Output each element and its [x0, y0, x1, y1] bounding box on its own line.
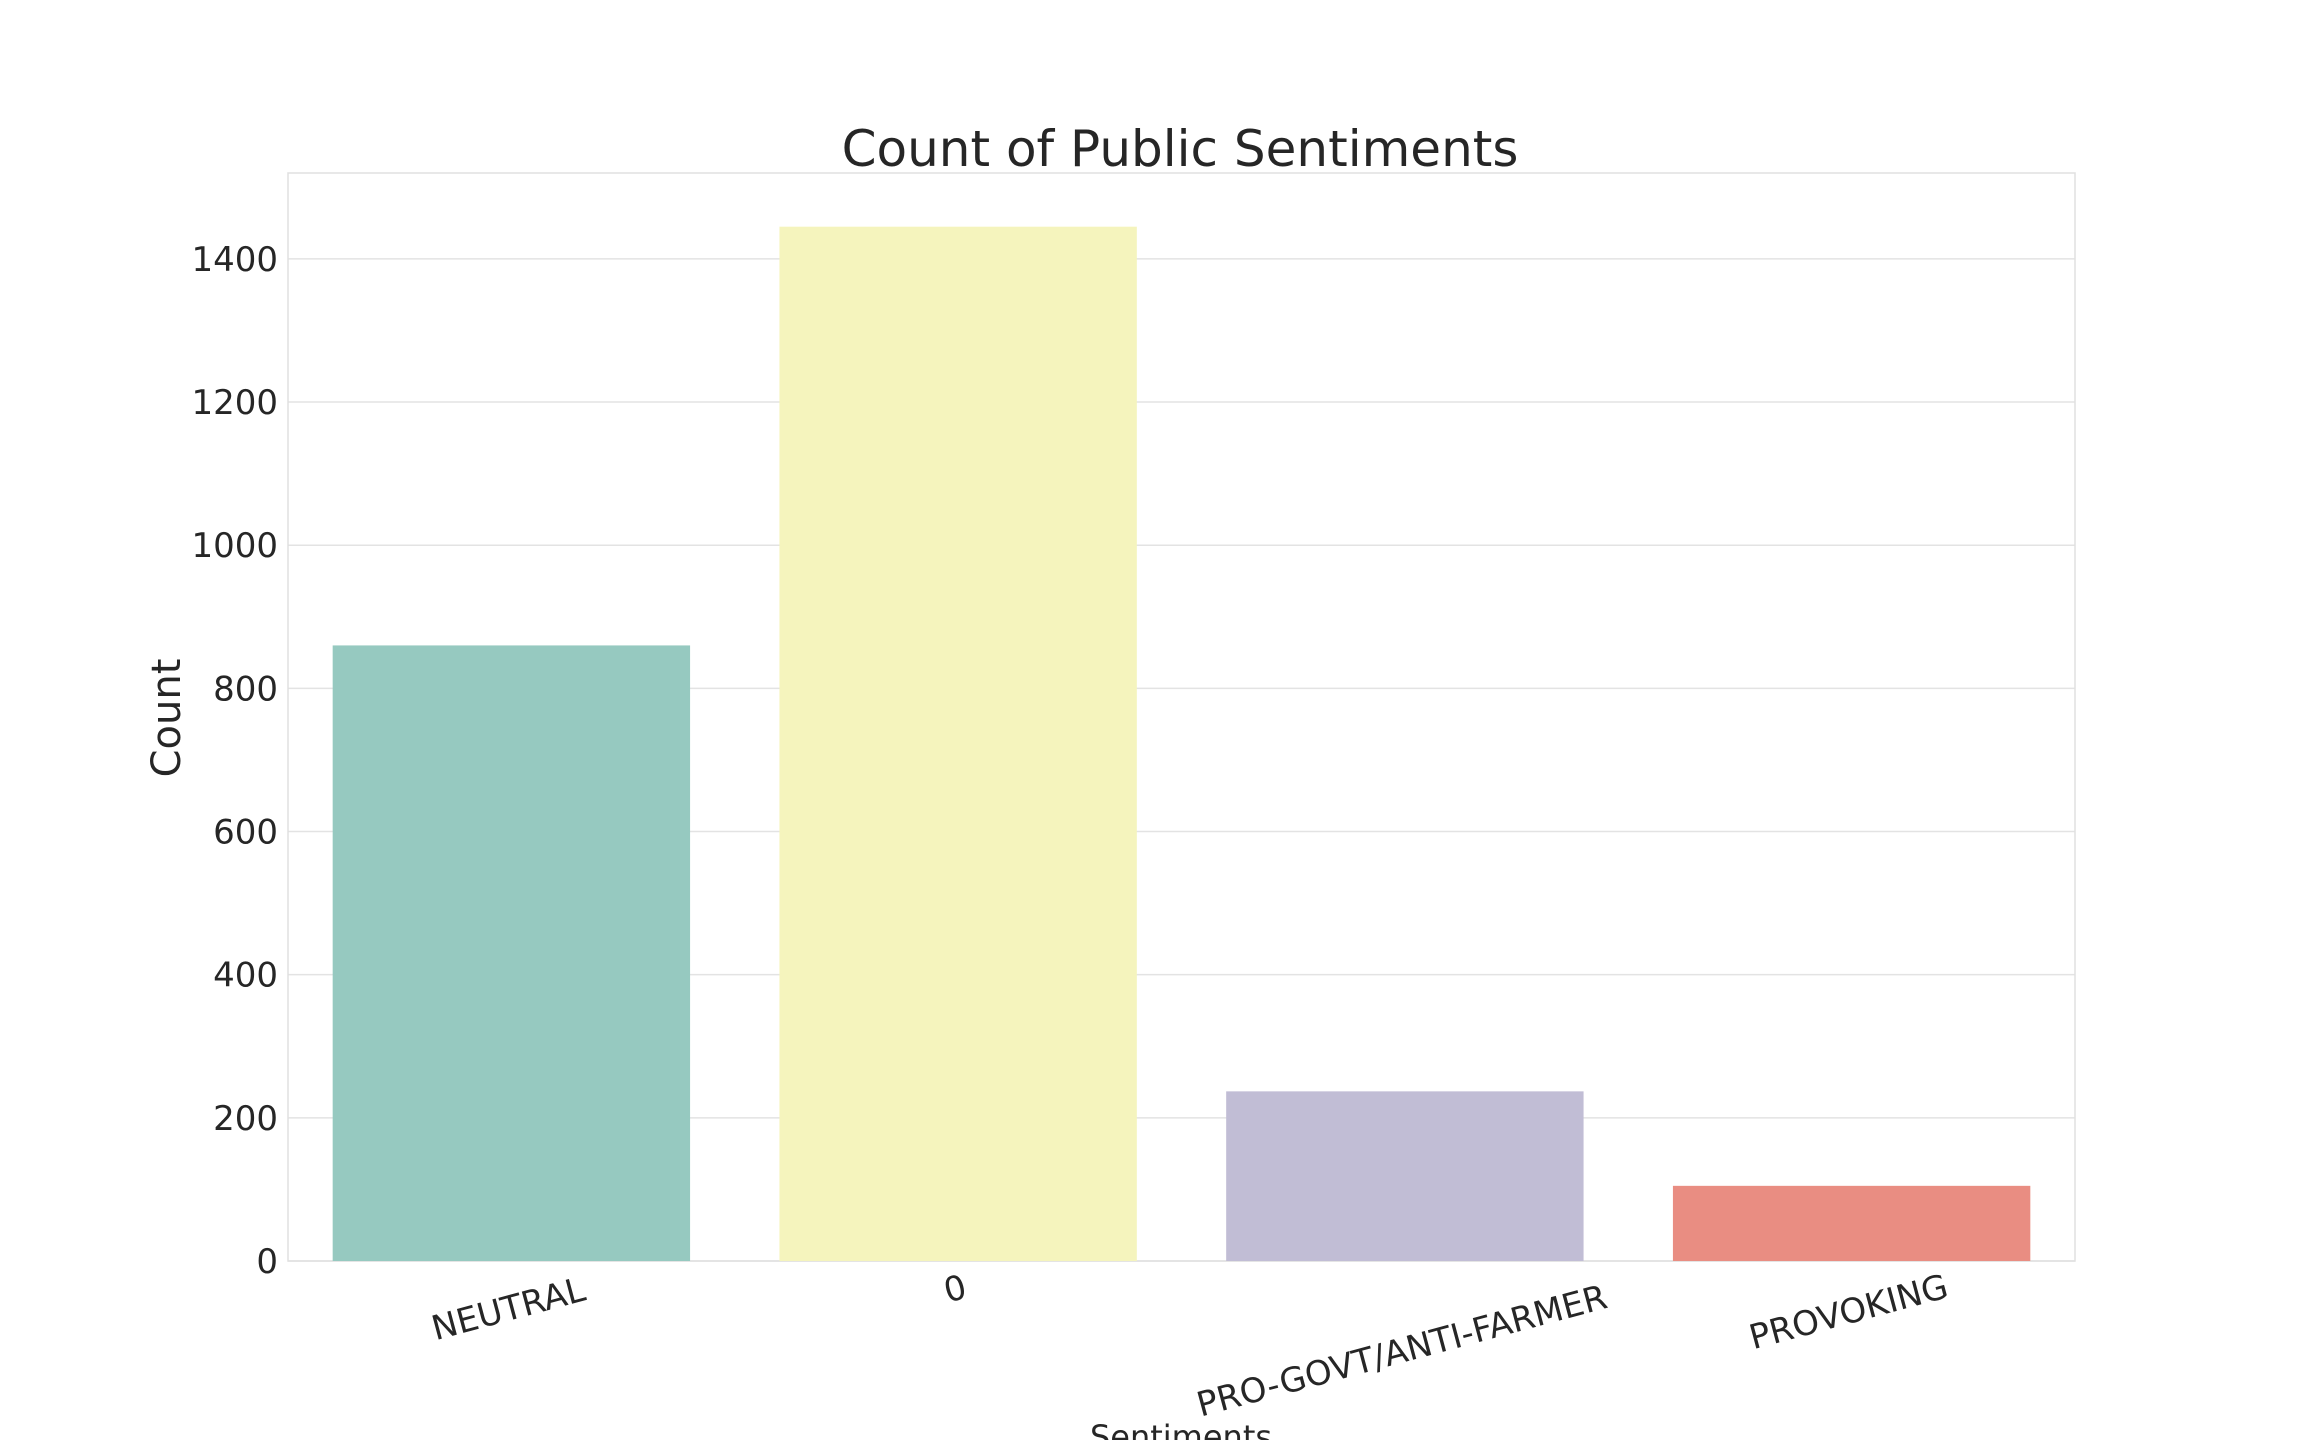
- y-tick-label: 1400: [191, 240, 278, 280]
- bar-2: [1226, 1091, 1584, 1261]
- x-tick-label: 0: [940, 1267, 971, 1311]
- x-axis-label: Sentiments: [1090, 1418, 1272, 1440]
- y-tick-label: 800: [213, 669, 278, 709]
- y-tick-label: 1000: [191, 526, 278, 566]
- bar-3: [1672, 1185, 2031, 1261]
- x-tick-label: PRO-GOVT/ANTI-FARMER: [1193, 1277, 1612, 1425]
- bar-1: [779, 226, 1137, 1261]
- y-axis-label: Count: [144, 659, 190, 778]
- y-tick-label: 400: [213, 956, 278, 996]
- y-tick-label: 200: [213, 1099, 278, 1139]
- bar-0: [332, 645, 691, 1261]
- plot-area-frame: [287, 172, 2076, 1262]
- y-tick-label: 600: [213, 813, 278, 853]
- x-tick-label: PROVOKING: [1745, 1267, 1952, 1358]
- chart-title: Count of Public Sentiments: [842, 120, 1519, 178]
- y-tick-label: 0: [256, 1242, 278, 1282]
- x-tick-label: NEUTRAL: [428, 1270, 590, 1349]
- y-tick-label: 1200: [191, 383, 278, 423]
